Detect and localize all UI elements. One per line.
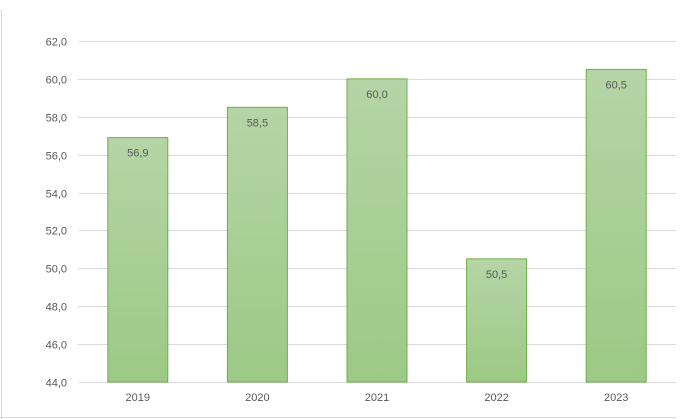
bar-2021 [346, 78, 408, 383]
y-tick-label: 50,0 [46, 264, 67, 276]
data-label-2023: 60,5 [605, 79, 626, 91]
y-tick-label: 56,0 [46, 151, 67, 163]
data-label-2021: 60,0 [366, 89, 387, 101]
y-tick-label: 54,0 [46, 189, 67, 201]
x-tick-label: 2019 [126, 392, 150, 404]
y-tick-label: 44,0 [46, 378, 67, 390]
data-label-2019: 56,9 [127, 148, 148, 160]
x-tick-label: 2021 [365, 392, 389, 404]
y-tick-label: 58,0 [46, 113, 67, 125]
bar-2023 [585, 68, 647, 383]
x-tick-label: 2022 [484, 392, 508, 404]
y-tick-label: 60,0 [46, 75, 67, 87]
bar-2019 [107, 137, 169, 383]
y-tick-label: 48,0 [46, 302, 67, 314]
bar-2020 [226, 106, 288, 383]
y-tick-label: 46,0 [46, 340, 67, 352]
y-tick-label: 62,0 [46, 37, 67, 49]
data-label-2020: 58,5 [247, 117, 268, 129]
bar-2022 [466, 258, 528, 383]
y-tick-label: 52,0 [46, 226, 67, 238]
data-label-2022: 50,5 [486, 269, 507, 281]
x-tick-label: 2023 [604, 392, 628, 404]
x-tick-label: 2020 [245, 392, 269, 404]
